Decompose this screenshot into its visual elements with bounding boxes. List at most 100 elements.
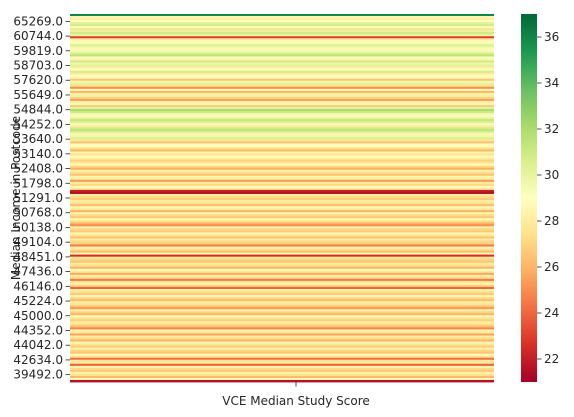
colorbar-tick-label: 32 xyxy=(544,122,559,136)
heatmap-cell xyxy=(70,28,494,31)
heatmap-cell xyxy=(70,18,494,21)
heatmap-cell xyxy=(70,286,494,290)
y-tick-label: 50138.0 xyxy=(13,220,63,234)
heatmap-cell xyxy=(70,24,494,27)
heatmap-cell xyxy=(70,341,494,344)
y-tick-label: 49104.0 xyxy=(13,235,63,249)
heatmap-cell xyxy=(70,361,494,365)
heatmap-cell xyxy=(70,375,494,379)
heatmap-cell xyxy=(70,250,494,253)
heatmap-cell xyxy=(70,228,494,231)
heatmap-cell xyxy=(70,327,494,330)
y-axis-label: Median Income in Postcode xyxy=(9,116,23,280)
y-tick-label: 46146.0 xyxy=(13,279,63,293)
heatmap-cell xyxy=(70,282,494,286)
heatmap-cell xyxy=(70,50,494,53)
heatmap-cell xyxy=(70,216,494,219)
y-tick-label: 60744.0 xyxy=(13,29,63,43)
heatmap-cell xyxy=(70,159,494,163)
heatmap-cell xyxy=(70,117,494,120)
heatmap-cell xyxy=(70,153,494,156)
heatmap-cell xyxy=(70,371,494,375)
heatmap-cell xyxy=(70,155,494,158)
colorbar-tick-label: 36 xyxy=(544,30,559,44)
heatmap-cell xyxy=(70,288,494,292)
heatmap-cell xyxy=(70,272,494,276)
heatmap-cell xyxy=(70,325,494,328)
heatmap-cell xyxy=(70,72,494,76)
heatmap-cell xyxy=(70,60,494,63)
heatmap-cell xyxy=(70,167,494,171)
heatmap-cell xyxy=(70,107,494,110)
heatmap-cell xyxy=(70,268,494,272)
colorbar-tick-label: 24 xyxy=(544,306,559,320)
heatmap-cell xyxy=(70,367,494,371)
colorbar-tick-label: 22 xyxy=(544,352,559,366)
heatmap-cell xyxy=(70,113,494,116)
heatmap-cell xyxy=(70,240,494,243)
y-tick-label: 51798.0 xyxy=(13,176,63,190)
heatmap-cell xyxy=(70,313,494,316)
heatmap-cell xyxy=(70,183,494,187)
heatmap-cell xyxy=(70,163,494,167)
heatmap-cell xyxy=(70,84,494,88)
heatmap-cell xyxy=(70,365,494,369)
heatmap-cell xyxy=(70,94,494,98)
heatmap-cell xyxy=(70,303,494,306)
y-tick-label: 53640.0 xyxy=(13,132,63,146)
heatmap-cell xyxy=(70,317,494,320)
heatmap-cell xyxy=(70,321,494,324)
heatmap-cell xyxy=(70,307,494,310)
y-tick-label: 44352.0 xyxy=(13,323,63,337)
heatmap-cell xyxy=(70,125,494,128)
heatmap-cell xyxy=(70,90,494,94)
heatmap-cell xyxy=(70,234,494,237)
heatmap-cell xyxy=(70,238,494,241)
heatmap-cell xyxy=(70,129,494,132)
heatmap-cell xyxy=(70,270,494,274)
heatmap-cell xyxy=(70,191,494,195)
heatmap-cell xyxy=(70,195,494,199)
heatmap-cell xyxy=(70,42,494,45)
colorbar-ticks: 22 24 26 28 30 32 34 36 xyxy=(537,30,559,366)
heatmap-cell xyxy=(70,254,494,258)
heatmap-cell xyxy=(70,149,494,152)
heatmap-cell xyxy=(70,305,494,308)
heatmap-cell xyxy=(70,264,494,268)
colorbar-tick-label: 26 xyxy=(544,260,559,274)
heatmap-cell xyxy=(70,76,494,80)
heatmap-cell xyxy=(70,169,494,173)
heatmap-cell xyxy=(70,141,494,144)
heatmap-cell xyxy=(70,329,494,332)
y-tick-label: 59819.0 xyxy=(13,44,63,58)
heatmap-cell xyxy=(70,345,494,349)
heatmap-cell xyxy=(70,206,494,209)
heatmap-cell xyxy=(70,133,494,136)
heatmap-cell xyxy=(70,226,494,229)
y-tick-label: 47436.0 xyxy=(13,265,63,279)
heatmap-cell xyxy=(70,119,494,122)
heatmap-cell xyxy=(70,331,494,334)
heatmap-cell xyxy=(70,379,494,383)
colorbar-tick-label: 28 xyxy=(544,214,559,228)
y-tick-label: 39492.0 xyxy=(13,368,63,382)
heatmap-cell xyxy=(70,102,494,106)
heatmap-cell xyxy=(70,46,494,49)
heatmap-cell xyxy=(70,109,494,112)
heatmap-cell xyxy=(70,32,494,35)
heatmap-cell xyxy=(70,202,494,205)
x-axis: VCE Median Study Score xyxy=(222,382,370,408)
y-axis-ticks: 65269.060744.059819.058703.057620.055649… xyxy=(13,14,70,382)
heatmap-cell xyxy=(70,151,494,154)
heatmap-cell xyxy=(70,276,494,280)
heatmap-cell xyxy=(70,335,494,338)
heatmap-cell xyxy=(70,355,494,359)
y-tick-label: 65269.0 xyxy=(13,14,63,28)
heatmap-cell xyxy=(70,88,494,92)
heatmap-cell xyxy=(70,98,494,102)
heatmap-cell xyxy=(70,198,494,201)
y-tick-label: 55649.0 xyxy=(13,88,63,102)
heatmap-cell xyxy=(70,189,494,193)
heatmap-cell xyxy=(70,212,494,215)
